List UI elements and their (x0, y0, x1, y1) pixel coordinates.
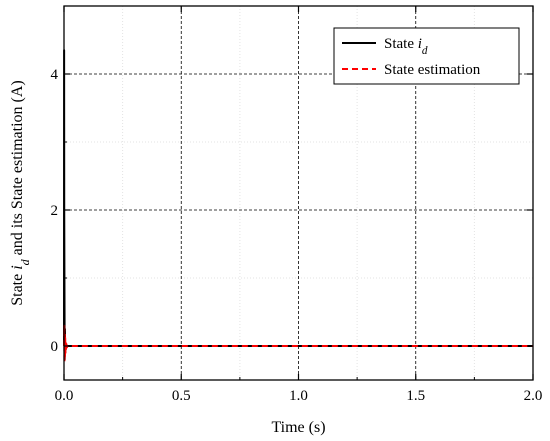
x-axis-title: Time (s) (271, 419, 325, 436)
y-tick-label: 2 (51, 203, 59, 219)
legend: State id State estimation (333, 27, 520, 85)
x-tick-label: 2.0 (524, 388, 543, 404)
x-tick-label: 1.5 (406, 388, 425, 404)
tick-labels: 0.0 0.5 1.0 1.5 2.0 0 2 4 (51, 67, 543, 404)
legend-label-2: State estimation (384, 62, 481, 78)
y-axis-title: State id and its State estimation (A) (9, 80, 32, 306)
legend-label-1: State id (384, 36, 428, 57)
y-tick-label: 4 (51, 67, 59, 83)
x-tick-label: 1.0 (289, 388, 308, 404)
x-tick-label: 0.0 (55, 388, 74, 404)
axis-ticks (63, 6, 534, 380)
y-tick-label: 0 (51, 339, 59, 355)
legend-box (333, 27, 520, 85)
x-tick-label: 0.5 (172, 388, 191, 404)
